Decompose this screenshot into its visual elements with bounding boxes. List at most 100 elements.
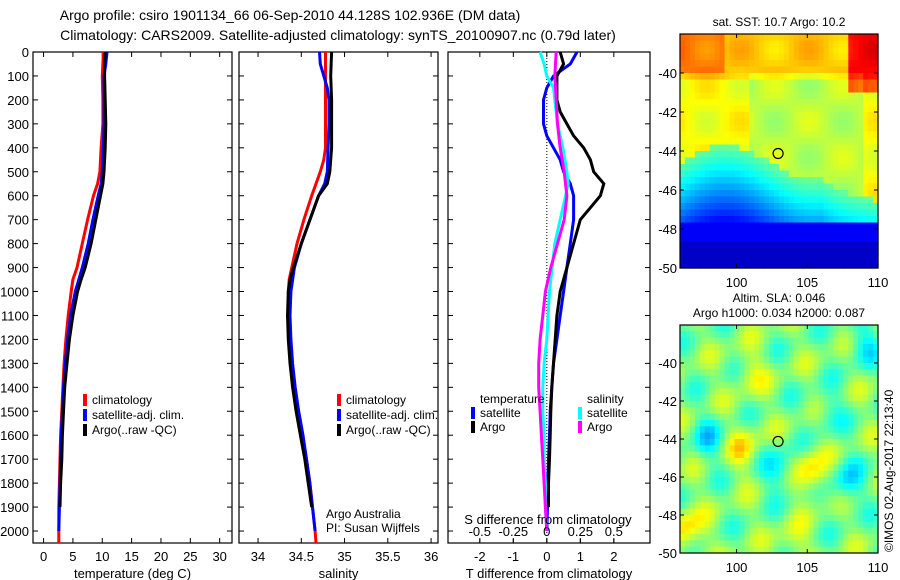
heatmap-cell (709, 92, 716, 100)
series-line-argo-raw-qc- (58, 51, 108, 508)
heatmap-cell (788, 216, 795, 224)
heatmap-cell (858, 508, 864, 516)
heatmap-cell (803, 439, 810, 446)
heatmap-cell (729, 190, 736, 198)
x-tick-label: 110 (868, 560, 889, 575)
heatmap-cell (749, 157, 755, 165)
heatmap-cell (709, 489, 716, 497)
heatmap-cell (873, 222, 879, 230)
heatmap-cell (858, 86, 864, 94)
heatmap-cell (788, 515, 795, 522)
heatmap-cell (823, 144, 830, 152)
heatmap-cell (774, 489, 780, 497)
heatmap-cell (803, 235, 810, 243)
heatmap-cell (764, 138, 770, 146)
heatmap-cell (709, 521, 716, 529)
heatmap-cell (774, 92, 780, 100)
heatmap-cell (749, 229, 755, 237)
heatmap-cell (754, 86, 760, 94)
heatmap-cell (788, 118, 795, 126)
heatmap-cell (779, 118, 785, 126)
heatmap-cell (704, 229, 711, 237)
heatmap-cell (803, 99, 810, 107)
heatmap-cell (848, 521, 854, 529)
annotation-pi: PI: Susan Wijffels (326, 521, 420, 535)
heatmap-cell (833, 99, 839, 107)
heatmap-cell (793, 527, 800, 535)
heatmap-cell (759, 401, 765, 408)
heatmap-cell (739, 477, 745, 484)
heatmap-cell (813, 534, 820, 541)
heatmap-cell (759, 477, 765, 484)
heatmap-cell (818, 413, 825, 421)
heatmap-cell (779, 413, 785, 421)
heatmap-cell (680, 534, 686, 541)
heatmap-cell (833, 112, 839, 120)
heatmap-cell (868, 496, 874, 503)
legend-swatch (578, 407, 582, 419)
heatmap-cell (754, 445, 760, 453)
heatmap-cell (759, 521, 765, 529)
heatmap-cell (868, 170, 874, 178)
heatmap-cell (769, 86, 775, 94)
heatmap-cell (788, 388, 795, 396)
heatmap-cell (868, 196, 874, 204)
heatmap-cell (808, 196, 815, 204)
heatmap-cell (680, 99, 686, 107)
heatmap-cell (689, 375, 696, 383)
heatmap-cell (689, 190, 696, 198)
heatmap-cell (759, 125, 765, 133)
heatmap-cell (709, 190, 716, 198)
y-tick-label: -50 (658, 261, 677, 276)
heatmap-cell (734, 375, 740, 383)
heatmap-cell (873, 73, 879, 81)
heatmap-cell (783, 445, 790, 453)
heatmap-cell (719, 183, 726, 191)
heatmap-cell (699, 515, 706, 522)
heatmap-cell (729, 216, 736, 224)
heatmap-cell (863, 375, 869, 383)
heatmap-cell (764, 164, 770, 172)
heatmap-cell (754, 356, 760, 364)
heatmap-cell (853, 144, 859, 152)
heatmap-cell (714, 131, 721, 139)
heatmap-cell (803, 540, 810, 548)
heatmap-cell (689, 86, 696, 94)
heatmap-cell (823, 445, 830, 453)
heatmap-cell (704, 489, 711, 497)
heatmap-cell (749, 105, 755, 113)
heatmap-cell (798, 470, 805, 478)
heatmap-cell (734, 477, 740, 484)
heatmap-cell (724, 515, 731, 522)
heatmap-cell (788, 86, 795, 94)
heatmap-cell (803, 209, 810, 217)
heatmap-cell (818, 235, 825, 243)
heatmap-cell (793, 508, 800, 516)
heatmap-cell (818, 363, 825, 370)
heatmap-cell (853, 439, 859, 446)
heatmap-cell (828, 515, 835, 522)
heatmap-cell (873, 344, 879, 351)
heatmap-cell (769, 138, 775, 146)
heatmap-cell (853, 369, 859, 377)
heatmap-cell (749, 382, 755, 389)
heatmap-cell (729, 496, 736, 503)
heatmap-cell (764, 66, 770, 74)
heatmap-cell (754, 164, 760, 172)
heatmap-cell (769, 382, 775, 389)
heatmap-cell (848, 350, 854, 358)
heatmap-cell (704, 508, 711, 516)
heatmap-cell (853, 53, 859, 61)
heatmap-cell (853, 86, 859, 94)
x-axis-label: temperature (deg C) (74, 566, 191, 580)
heatmap-cell (863, 477, 869, 484)
heatmap-cell (769, 496, 775, 503)
heatmap-cell (868, 451, 874, 459)
heatmap-cell (739, 47, 745, 55)
heatmap-cell (868, 34, 874, 42)
heatmap-cell (868, 325, 874, 332)
heatmap-cell (739, 73, 745, 81)
heatmap-cell (694, 337, 701, 345)
heatmap-cell (749, 477, 755, 484)
y-tick-label: 700 (7, 213, 29, 228)
